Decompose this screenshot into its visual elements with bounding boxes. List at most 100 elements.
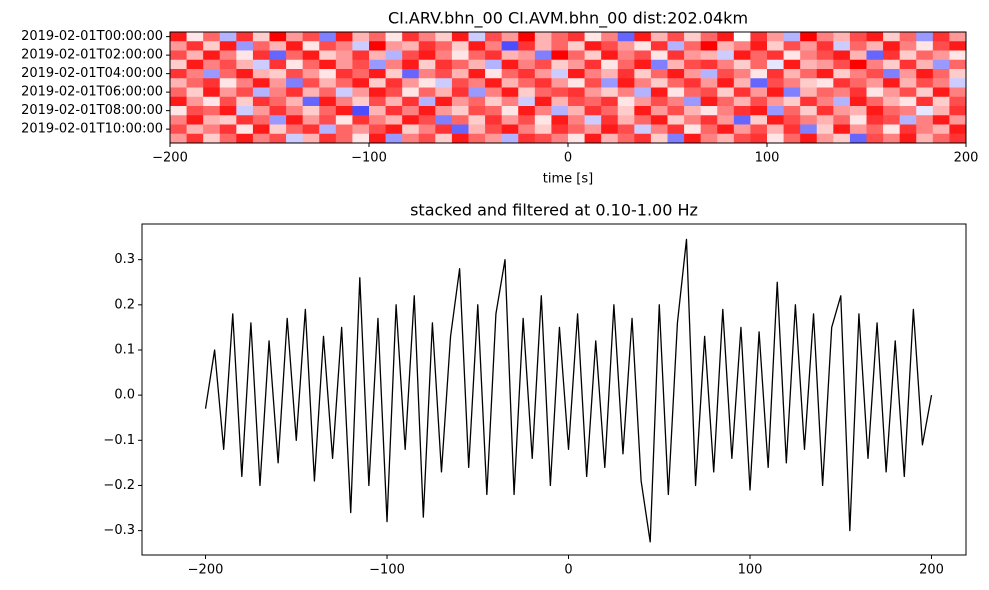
heatmap-cell <box>219 133 237 144</box>
heatmap-cell <box>385 41 403 51</box>
heatmap-cell <box>186 96 204 107</box>
heatmap-cell <box>219 59 237 70</box>
heatmap-cell <box>949 133 967 144</box>
heatmap-cell <box>816 115 834 125</box>
heatmap-cell <box>568 78 585 88</box>
heatmap-cell <box>750 69 768 79</box>
heatmap-cell <box>352 32 370 42</box>
heatmap-cell <box>402 133 420 144</box>
heatmap-cell <box>269 115 287 125</box>
heatmap-cell <box>302 32 320 42</box>
heatmap-cell <box>219 50 237 61</box>
heatmap-cell <box>485 78 503 88</box>
heatmap-cell <box>286 115 304 125</box>
heatmap-cell <box>634 41 652 51</box>
heatmap-cell <box>551 69 569 79</box>
heatmap-cell <box>219 78 237 88</box>
heatmap-cell <box>617 115 635 125</box>
heatmap-cell <box>203 32 221 42</box>
heatmap-cell <box>883 32 901 42</box>
heatmap-cell <box>800 59 818 70</box>
heatmap-cell <box>551 78 569 88</box>
heatmap-cell <box>667 50 685 61</box>
heatmap-cell <box>700 124 718 135</box>
heatmap-cell <box>252 59 270 70</box>
heatmap-cell <box>700 96 718 107</box>
heatmap-cell <box>435 106 453 116</box>
heatmap-cell <box>584 124 602 135</box>
heatmap-cell <box>170 41 187 51</box>
heatmap-cell <box>883 106 901 116</box>
heatmap-cell <box>551 96 569 107</box>
heatmap-cell <box>369 50 386 61</box>
heatmap-cell <box>750 78 768 88</box>
heatmap-cell <box>186 115 204 125</box>
heatmap-cell <box>932 133 950 144</box>
heatmap-cell <box>435 50 453 61</box>
heatmap-cell <box>236 87 254 98</box>
heatmap-cell <box>551 50 569 61</box>
heatmap-cell <box>170 87 187 98</box>
y-tick-label: 0.2 <box>114 297 135 312</box>
heatmap-cell <box>335 32 353 42</box>
heatmap-cell <box>186 41 204 51</box>
heatmap-cell <box>816 96 834 107</box>
heatmap-cell <box>849 124 867 135</box>
heatmap-cell <box>518 32 536 42</box>
heatmap-cell <box>650 106 668 116</box>
heatmap-cell <box>435 59 453 70</box>
heatmap-cell <box>352 78 370 88</box>
heatmap-cell <box>568 124 585 135</box>
heatmap-cell <box>700 50 718 61</box>
heatmap-cell <box>319 106 337 116</box>
heatmap-cell <box>866 59 884 70</box>
heatmap-cell <box>418 106 436 116</box>
heatmap-cell <box>833 96 851 107</box>
heatmap-cell <box>684 69 702 79</box>
heatmap-cell <box>518 87 536 98</box>
heatmap-cell <box>568 50 585 61</box>
heatmap-cell <box>468 133 486 144</box>
heatmap-cell <box>551 87 569 98</box>
heatmap-cell <box>684 124 702 135</box>
heatmap-cell <box>684 32 702 42</box>
heatmap-cell <box>932 115 950 125</box>
heatmap-cell <box>684 96 702 107</box>
heatmap-cell <box>816 32 834 42</box>
heatmap-cell <box>650 59 668 70</box>
heatmap-cell <box>634 59 652 70</box>
heatmap-cell <box>883 59 901 70</box>
heatmap-cell <box>733 115 751 125</box>
heatmap-cell <box>767 96 784 107</box>
heatmap-cell <box>866 78 884 88</box>
heatmap-cell <box>534 32 552 42</box>
heatmap-cell <box>286 69 304 79</box>
heatmap-cell <box>186 87 204 98</box>
heatmap-cell <box>800 106 818 116</box>
heatmap-cell <box>866 96 884 107</box>
heatmap-cell <box>601 69 619 79</box>
heatmap-cell <box>800 41 818 51</box>
heatmap-cell <box>170 50 187 61</box>
heatmap-cell <box>883 41 901 51</box>
heatmap-cell <box>385 133 403 144</box>
heatmap-cell <box>883 96 901 107</box>
heatmap-cell <box>866 50 884 61</box>
heatmap-cell <box>501 32 519 42</box>
heatmap-cell <box>319 78 337 88</box>
heatmap-cell <box>352 124 370 135</box>
x-tick-label: 100 <box>738 563 763 578</box>
heatmap-cell <box>700 59 718 70</box>
heatmap-cell <box>750 106 768 116</box>
heatmap-cell <box>468 32 486 42</box>
heatmap-cell <box>435 78 453 88</box>
heatmap-cell <box>833 32 851 42</box>
heatmap-cell <box>418 115 436 125</box>
y-tick-label: 2019-02-01T08:00:00 <box>21 103 163 118</box>
heatmap-cell <box>385 32 403 42</box>
heatmap-cell <box>800 96 818 107</box>
heatmap-cell <box>518 69 536 79</box>
heatmap-cell <box>369 124 386 135</box>
heatmap-cell <box>650 133 668 144</box>
heatmap-cell <box>667 87 685 98</box>
